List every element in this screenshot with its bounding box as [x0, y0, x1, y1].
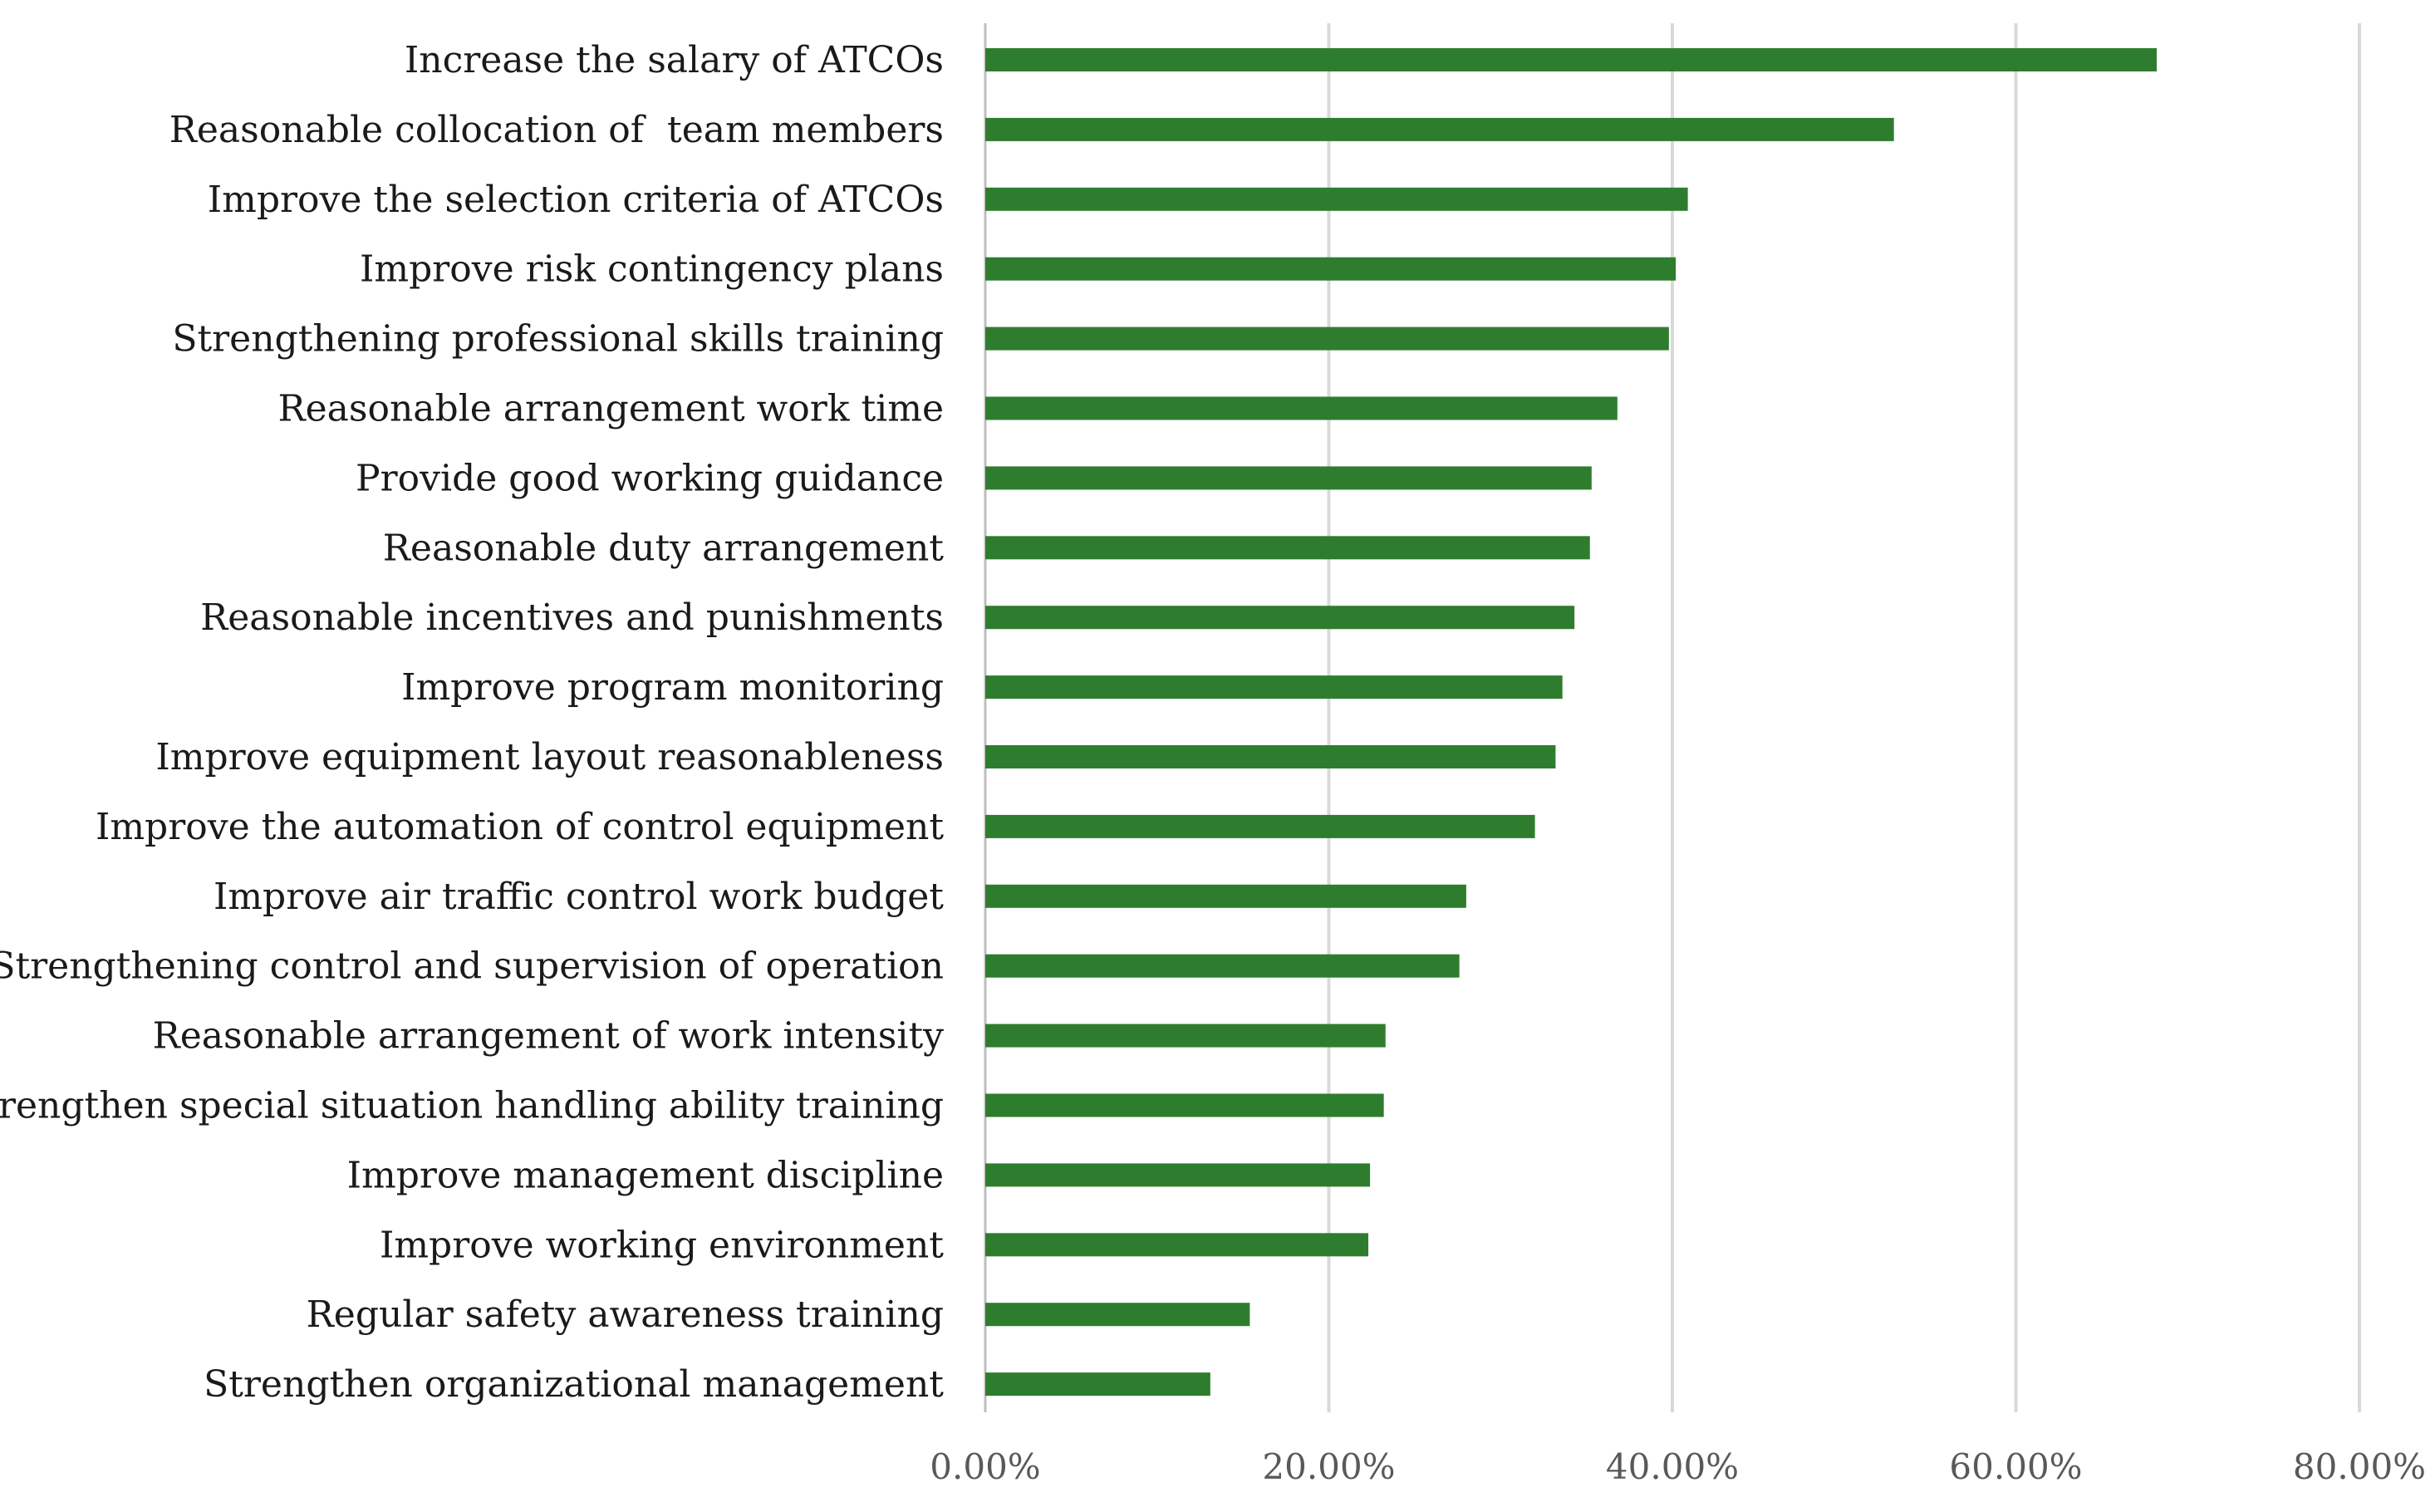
category-labels: Increase the salary of ATCOs Reasonable c… — [0, 39, 944, 1406]
category-label: Strengthen special situation handling ab… — [0, 1085, 944, 1127]
gridlines — [984, 23, 2361, 1412]
x-tick-labels: 0.00% 20.00% 40.00% 60.00% 80.00% — [930, 1446, 2426, 1487]
category-label: Regular safety awareness training — [307, 1294, 944, 1336]
x-tick-label: 20.00% — [1262, 1446, 1395, 1487]
bar — [985, 326, 1669, 351]
x-tick-label: 60.00% — [1949, 1446, 2082, 1487]
bar — [985, 1163, 1371, 1187]
bar — [985, 466, 1592, 490]
category-label: Improve management discipline — [347, 1154, 944, 1196]
bar — [985, 745, 1556, 768]
category-label: Strengthening professional skills traini… — [172, 318, 944, 361]
category-label: Reasonable incentives and punishments — [200, 596, 944, 639]
bar — [985, 1372, 1210, 1397]
bar — [985, 1024, 1386, 1048]
bar — [985, 814, 1535, 838]
category-label: Improve risk contingency plans — [360, 248, 944, 291]
bar — [985, 954, 1460, 978]
category-label: Improve the automation of control equipm… — [96, 806, 944, 848]
category-label: Improve air traffic control work budget — [214, 876, 944, 918]
bar — [985, 117, 1894, 141]
x-tick-label: 80.00% — [2293, 1446, 2426, 1487]
bar — [985, 1093, 1384, 1117]
category-label: Provide good working guidance — [356, 457, 944, 499]
x-tick-label: 40.00% — [1606, 1446, 1739, 1487]
category-label: Improve program monitoring — [401, 666, 944, 709]
bar — [985, 187, 1688, 211]
category-label: Improve the selection criteria of ATCOs — [208, 179, 944, 221]
category-label: Strengthen organizational management — [204, 1363, 944, 1406]
bar — [985, 48, 2158, 71]
category-label: Reasonable arrangement work time — [278, 388, 945, 430]
bar — [985, 675, 1563, 700]
x-tick-label: 0.00% — [930, 1446, 1040, 1487]
category-label: Reasonable duty arrangement — [383, 527, 945, 569]
bar — [985, 396, 1618, 420]
bar — [985, 606, 1575, 630]
bar — [985, 536, 1590, 560]
category-label: Improve working environment — [380, 1224, 944, 1266]
bar — [985, 884, 1466, 908]
category-label: Increase the salary of ATCOs — [405, 39, 944, 81]
bar — [985, 1233, 1369, 1257]
category-label: Improve equipment layout reasonableness — [155, 736, 944, 778]
bar — [985, 1303, 1250, 1327]
category-label: Reasonable collocation of team members — [169, 109, 944, 151]
category-label: Strengthening control and supervision of… — [0, 945, 944, 988]
category-label: Reasonable arrangement of work intensity — [153, 1015, 945, 1058]
bars — [985, 48, 2158, 1397]
bar — [985, 257, 1677, 281]
